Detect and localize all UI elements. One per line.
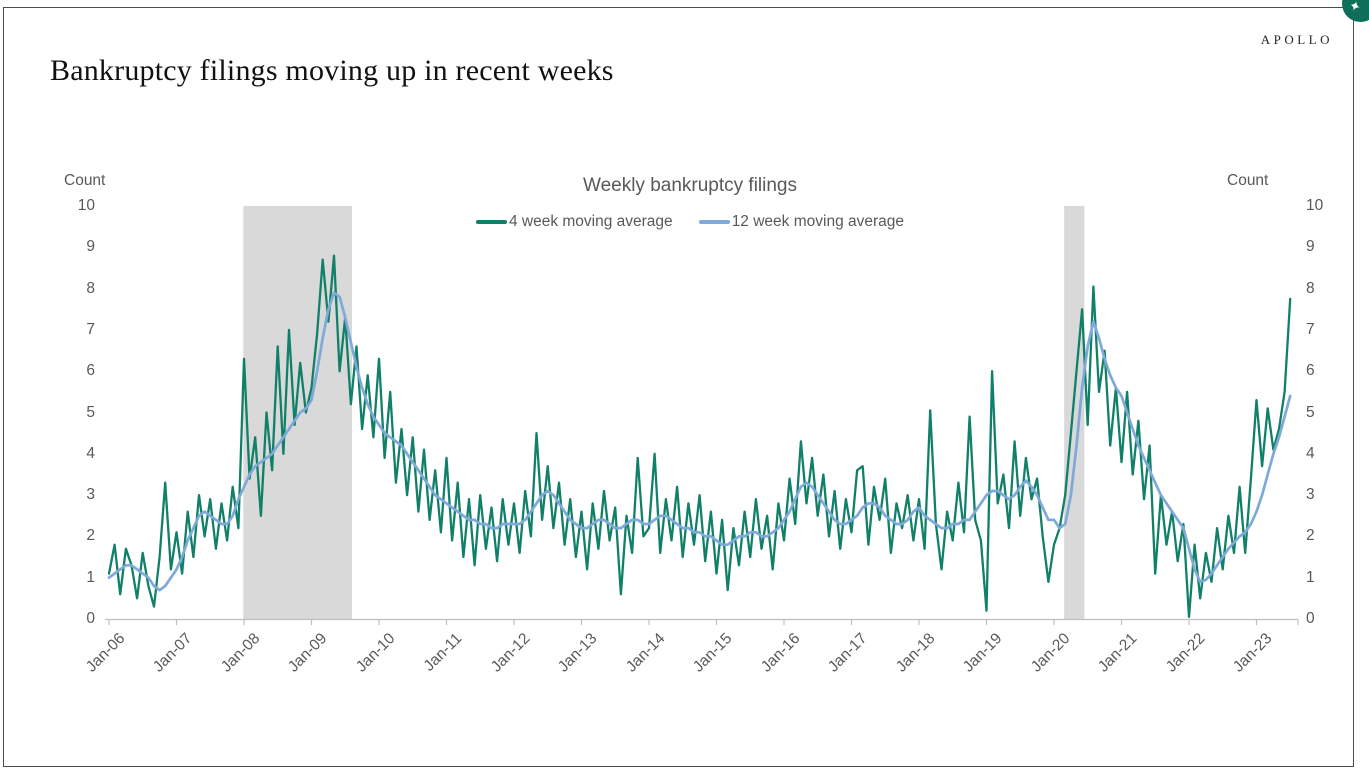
star-icon: ✦: [1346, 0, 1364, 16]
y-tick-label-right: 3: [1306, 486, 1315, 504]
y-tick-label-left: 4: [86, 444, 95, 462]
y-tick-label-left: 1: [86, 568, 95, 586]
y-tick-label-left: 9: [86, 238, 95, 256]
y-tick-label-left: 3: [86, 486, 95, 504]
y-tick-label-left: 6: [86, 362, 95, 380]
y-tick-label-left: 0: [86, 610, 95, 627]
y-tick-label-right: 7: [1306, 320, 1315, 338]
y-tick-label-right: 4: [1306, 444, 1315, 462]
recession-band: [1064, 206, 1085, 619]
chart-legend: 4 week moving average 12 week moving aver…: [5, 213, 1369, 231]
apollo-logo: APOLLO: [1260, 32, 1333, 47]
y-tick-label-left: 10: [77, 197, 95, 214]
cursor-badge-icon: ✦: [1342, 0, 1369, 22]
y-tick-label-right: 0: [1306, 610, 1315, 627]
legend-item: 4 week moving average: [475, 213, 673, 231]
left-axis-title: Count: [64, 172, 106, 189]
y-tick-label-right: 10: [1306, 197, 1324, 214]
series-line-4wk: [107, 254, 1292, 619]
y-tick-label-right: 9: [1306, 238, 1315, 256]
y-tick-label-left: 5: [86, 403, 95, 421]
y-tick-label-left: 7: [86, 320, 95, 338]
y-tick-label-left: 8: [86, 279, 95, 297]
y-tick-label-right: 8: [1306, 279, 1315, 297]
y-tick-label-right: 6: [1306, 362, 1315, 380]
legend-label: 12 week moving average: [731, 213, 905, 230]
legend-swatch-icon: [698, 220, 730, 224]
legend-label: 4 week moving average: [508, 213, 673, 230]
y-tick-label-right: 1: [1306, 568, 1315, 586]
right-axis-title: Count: [1227, 172, 1269, 189]
chart-title: Weekly bankruptcy filings: [582, 175, 798, 196]
series-line-12wk: [107, 291, 1292, 592]
slide-border: [3, 7, 1354, 767]
legend-item: 12 week moving average: [698, 213, 905, 231]
legend-swatch-icon: [475, 220, 507, 224]
y-tick-label-right: 2: [1306, 527, 1315, 545]
y-tick-label-left: 2: [86, 527, 95, 545]
y-tick-label-right: 5: [1306, 403, 1315, 421]
page-title: Bankruptcy filings moving up in recent w…: [50, 54, 614, 87]
